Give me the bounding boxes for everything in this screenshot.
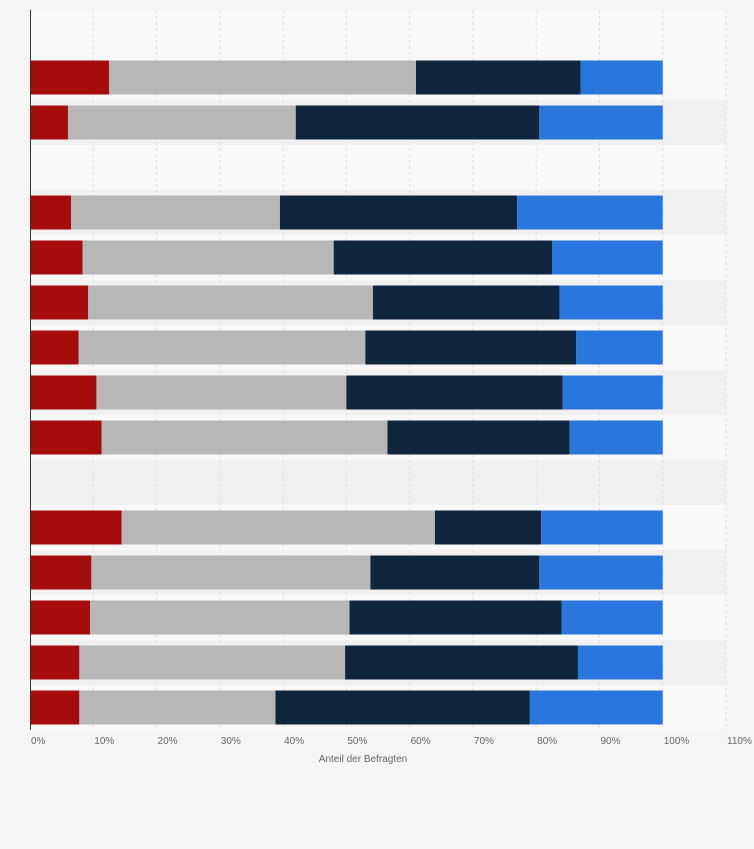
bar-segment <box>30 375 97 410</box>
bar-segment <box>96 375 347 410</box>
bar-segment <box>577 645 663 680</box>
bar-segment <box>539 105 663 140</box>
x-tick-label: 70% <box>474 736 494 747</box>
bar-segment <box>71 195 280 230</box>
bar-segment <box>30 195 72 230</box>
bar-segment <box>387 420 570 455</box>
bar-segment <box>30 330 79 365</box>
bar-segment <box>79 645 346 680</box>
bar-segment <box>569 420 663 455</box>
x-tick-label: 10% <box>94 736 114 747</box>
bar-segment <box>30 690 80 725</box>
bar-segment <box>434 510 542 545</box>
bar-segment <box>30 240 83 275</box>
bar-segment <box>30 645 80 680</box>
bar-segment <box>78 330 366 365</box>
bar-segment <box>79 690 276 725</box>
bar-segment <box>90 600 350 635</box>
x-tick-label: 0% <box>31 736 46 747</box>
x-tick-label: 90% <box>600 736 620 747</box>
x-tick-label: 40% <box>284 736 304 747</box>
bar-segment <box>345 645 578 680</box>
bar-segment <box>552 240 663 275</box>
bar-segment <box>30 600 91 635</box>
bar-segment <box>529 690 663 725</box>
row-band <box>30 145 726 190</box>
bar-segment <box>561 600 663 635</box>
bar-segment <box>365 330 577 365</box>
x-tick-label: 100% <box>664 736 690 747</box>
row-band <box>30 460 726 505</box>
x-axis-title: Anteil der Befragten <box>319 754 407 765</box>
bar-segment <box>279 195 518 230</box>
bar-segment <box>517 195 663 230</box>
x-tick-label: 80% <box>537 736 557 747</box>
bar-segment <box>372 285 560 320</box>
bar-segment <box>562 375 663 410</box>
bar-segment <box>580 60 663 95</box>
bar-segment <box>67 105 296 140</box>
bar-segment <box>275 690 530 725</box>
bar-segment <box>82 240 334 275</box>
bar-segment <box>121 510 435 545</box>
bar-segment <box>30 555 92 590</box>
bar-segment <box>415 60 581 95</box>
bar-segment <box>370 555 540 590</box>
bar-segment <box>30 105 68 140</box>
bar-segment <box>101 420 388 455</box>
x-tick-label: 20% <box>158 736 178 747</box>
bar-segment <box>109 60 416 95</box>
bar-segment <box>346 375 563 410</box>
bar-segment <box>30 420 102 455</box>
bar-segment <box>91 555 371 590</box>
bar-segment <box>576 330 663 365</box>
bar-segment <box>30 60 110 95</box>
bar-segment <box>539 555 663 590</box>
x-tick-label: 110% <box>727 736 752 747</box>
bar-segment <box>333 240 552 275</box>
bar-segment <box>349 600 562 635</box>
bar-segment <box>295 105 540 140</box>
bar-segment <box>559 285 663 320</box>
x-tick-label: 50% <box>347 736 367 747</box>
bar-segment <box>30 510 122 545</box>
x-tick-label: 60% <box>411 736 431 747</box>
bar-segment <box>541 510 663 545</box>
x-tick-label: 30% <box>221 736 241 747</box>
bar-segment <box>30 285 89 320</box>
bar-segment <box>88 285 373 320</box>
